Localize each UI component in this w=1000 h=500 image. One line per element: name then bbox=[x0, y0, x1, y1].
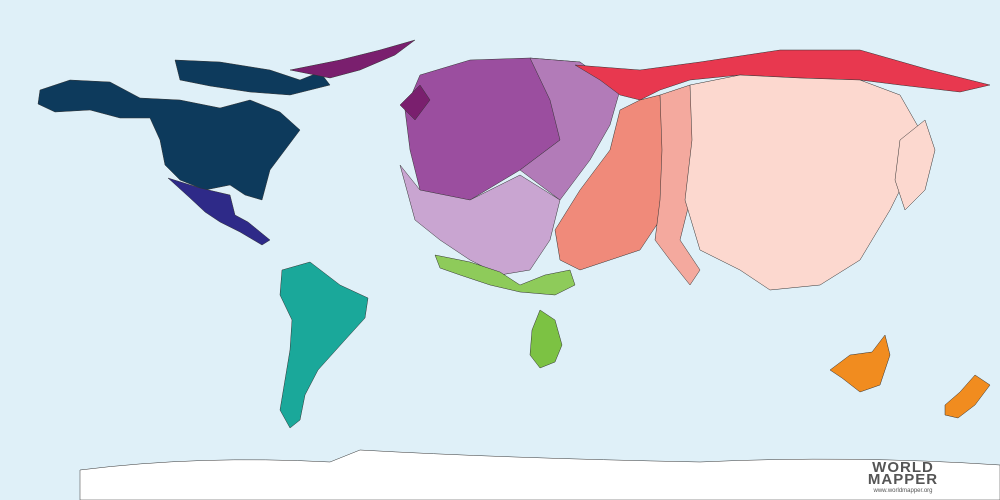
iceland bbox=[399, 84, 431, 121]
arctic-canada bbox=[174, 59, 331, 96]
south-africa bbox=[529, 309, 563, 369]
new-zealand bbox=[944, 374, 991, 419]
central-america bbox=[167, 177, 271, 246]
south-america bbox=[279, 261, 369, 429]
east-asia bbox=[684, 74, 921, 291]
australia bbox=[829, 334, 891, 393]
logo-line1: WORLD bbox=[872, 459, 934, 476]
north-america bbox=[37, 79, 301, 201]
greenland bbox=[289, 39, 416, 79]
logo-line2: MAPPER bbox=[868, 471, 938, 488]
japan bbox=[894, 119, 936, 211]
logo-url: www.worldmapper.org bbox=[872, 488, 932, 494]
europe-south bbox=[399, 164, 561, 276]
antarctica bbox=[79, 449, 1000, 500]
west-africa bbox=[434, 254, 576, 296]
russia bbox=[574, 49, 991, 101]
